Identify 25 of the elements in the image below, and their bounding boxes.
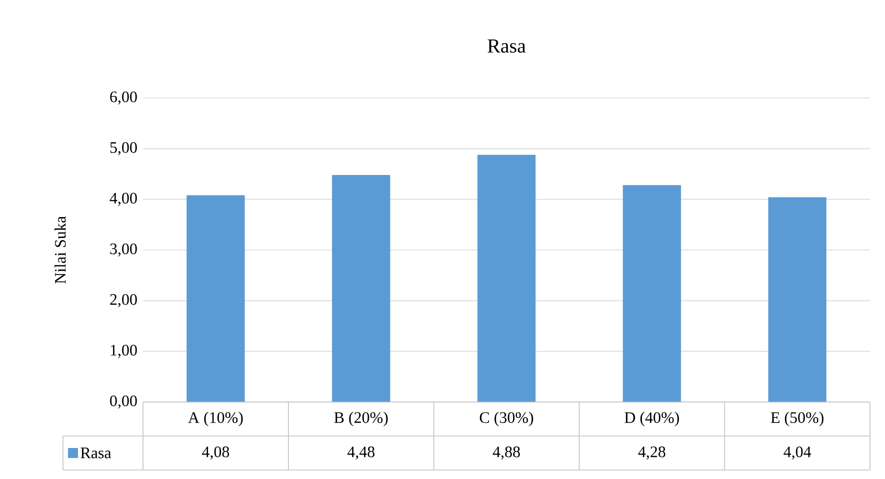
y-tick-label: 6,00 xyxy=(110,91,137,105)
y-tick-label: 3,00 xyxy=(110,243,137,257)
y-tick-label: 1,00 xyxy=(110,344,137,358)
bar xyxy=(332,175,390,402)
data-label: 4,28 xyxy=(638,446,666,460)
x-tick-label: B (20%) xyxy=(334,412,388,426)
bar xyxy=(768,197,826,402)
bar xyxy=(477,154,536,402)
y-axis-title: Nilai Suka xyxy=(54,216,66,284)
bar xyxy=(186,195,245,402)
chart-title: Rasa xyxy=(488,39,526,53)
bar xyxy=(622,185,681,402)
x-tick-label: D (40%) xyxy=(624,412,679,426)
x-tick-label: E (50%) xyxy=(770,412,824,426)
data-label: 4,48 xyxy=(347,446,374,460)
data-label: 4,88 xyxy=(492,446,520,460)
legend-label: Rasa xyxy=(80,448,112,458)
y-tick-label: 4,00 xyxy=(110,192,137,206)
y-tick-label: 2,00 xyxy=(110,294,137,308)
y-tick-label: 5,00 xyxy=(110,142,137,156)
data-label: 4,08 xyxy=(202,446,230,460)
data-label: 4,04 xyxy=(784,446,812,460)
x-tick-label: C (30%) xyxy=(480,412,534,426)
y-tick-label: 0,00 xyxy=(110,395,137,409)
x-tick-label: A (10%) xyxy=(188,412,243,426)
